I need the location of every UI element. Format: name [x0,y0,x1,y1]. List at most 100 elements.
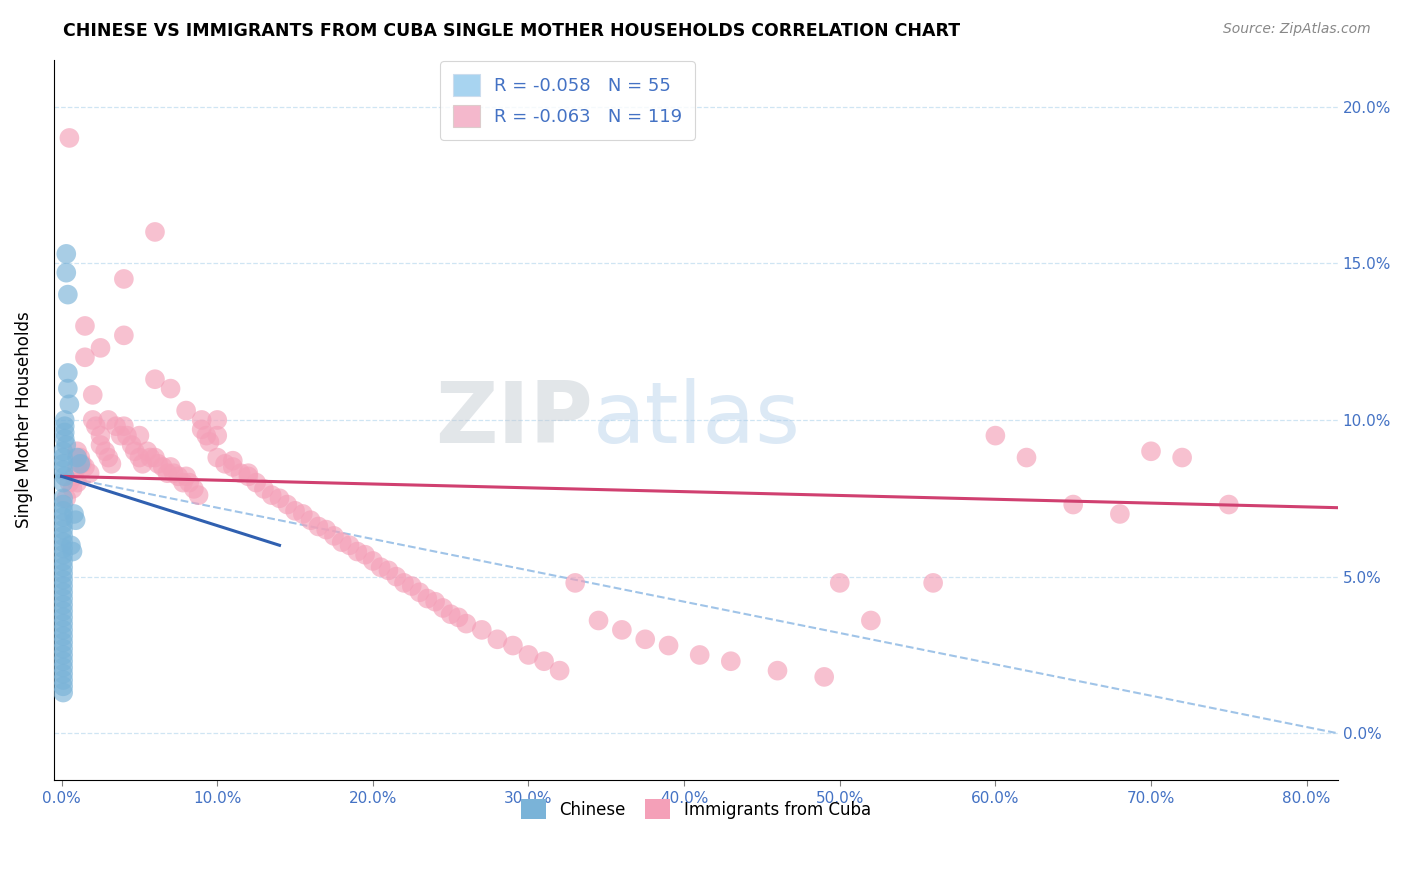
Point [432,601,454,615]
Point [401,579,423,593]
Point [73,459,96,474]
Point [58,397,80,411]
Text: CHINESE VS IMMIGRANTS FROM CUBA SINGLE MOTHER HOUSEHOLDS CORRELATION CHART: CHINESE VS IMMIGRANTS FROM CUBA SINGLE M… [63,22,960,40]
Point [190,422,212,436]
Point [58,475,80,490]
Point [260,488,283,502]
Point [52,679,75,693]
Point [922,575,945,590]
Point [94,444,117,458]
Point [89,438,111,452]
Point [658,639,681,653]
Point [52,541,75,556]
Point [52,654,75,668]
Point [53,425,76,440]
Point [63,469,86,483]
Point [52,463,75,477]
Point [55,438,77,452]
Point [69,457,91,471]
Point [69,450,91,465]
Point [392,575,415,590]
Point [82,413,104,427]
Point [159,382,181,396]
Point [62,544,84,558]
Point [66,450,89,465]
Point [97,450,120,465]
Point [222,453,245,467]
Point [323,529,346,543]
Point [52,535,75,549]
Point [245,475,267,490]
Point [689,648,711,662]
Point [65,513,87,527]
Point [66,475,89,490]
Point [110,428,132,442]
Point [62,482,84,496]
Point [53,432,76,446]
Point [385,569,408,583]
Point [167,469,190,483]
Point [52,523,75,537]
Point [299,513,322,527]
Point [1140,444,1163,458]
Text: Source: ZipAtlas.com: Source: ZipAtlas.com [1223,22,1371,37]
Point [361,554,384,568]
Text: ZIP: ZIP [436,378,593,461]
Point [207,413,229,427]
Point [97,413,120,427]
Point [52,685,75,699]
Point [58,131,80,145]
Point [533,654,555,668]
Point [828,575,851,590]
Point [456,616,478,631]
Point [377,563,399,577]
Point [79,467,101,481]
Point [52,623,75,637]
Y-axis label: Single Mother Households: Single Mother Households [15,311,32,528]
Point [1218,498,1240,512]
Point [174,403,197,417]
Point [136,444,159,458]
Point [502,639,524,653]
Point [52,629,75,643]
Point [56,382,79,396]
Point [121,438,143,452]
Point [156,467,179,481]
Point [346,544,368,558]
Point [720,654,742,668]
Point [52,610,75,624]
Point [59,538,82,552]
Point [588,614,610,628]
Point [307,519,329,533]
Point [179,475,201,490]
Point [564,575,586,590]
Point [1109,507,1132,521]
Point [66,459,89,474]
Point [813,670,835,684]
Point [143,450,166,465]
Point [82,388,104,402]
Point [276,498,298,512]
Point [195,428,218,442]
Point [55,247,77,261]
Point [52,573,75,587]
Point [112,272,135,286]
Point [52,666,75,681]
Point [52,554,75,568]
Point [1062,498,1084,512]
Point [198,434,221,449]
Point [73,351,96,365]
Point [190,413,212,427]
Point [163,467,186,481]
Point [471,623,494,637]
Point [174,469,197,483]
Point [269,491,291,506]
Point [53,413,76,427]
Point [52,579,75,593]
Point [52,516,75,531]
Point [859,614,882,628]
Point [370,560,392,574]
Point [66,444,89,458]
Text: atlas: atlas [593,378,801,461]
Point [152,459,174,474]
